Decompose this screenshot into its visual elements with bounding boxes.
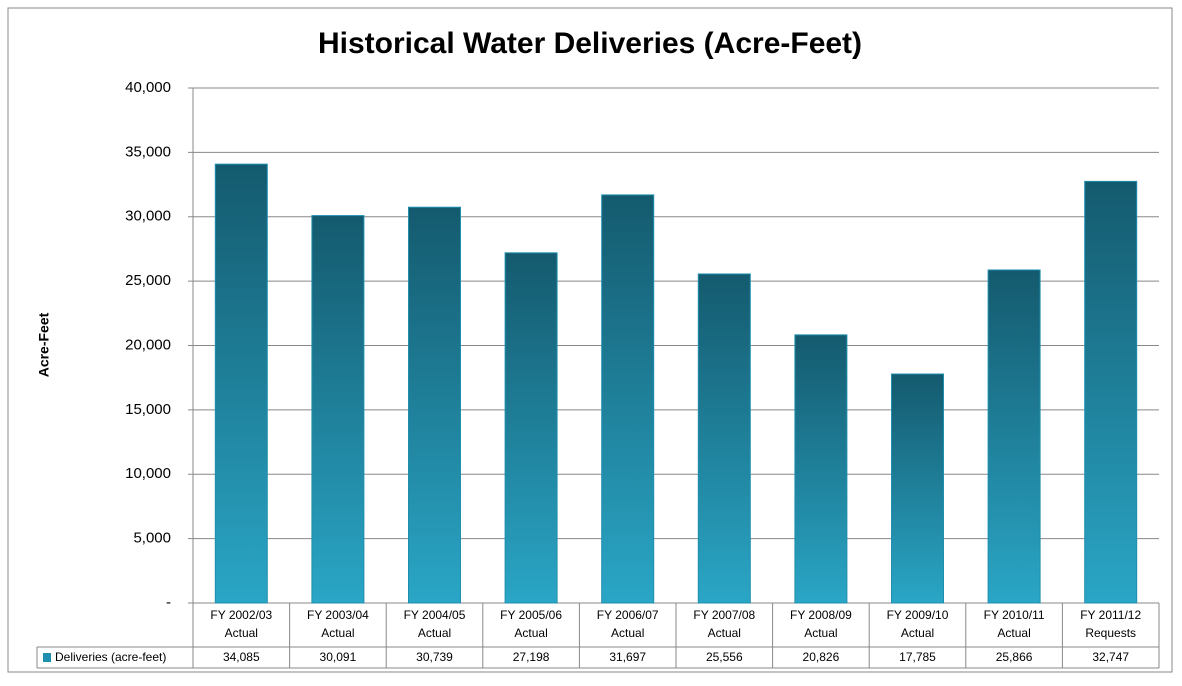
x-tick-label: FY 2010/11 bbox=[984, 608, 1045, 622]
y-tick-label: 25,000 bbox=[125, 272, 171, 289]
data-label: 30,739 bbox=[416, 650, 453, 664]
y-tick-label: 10,000 bbox=[125, 465, 171, 482]
x-tick-label: FY 2005/06 bbox=[500, 608, 562, 622]
data-label: 30,091 bbox=[320, 650, 357, 664]
data-label: 17,785 bbox=[899, 650, 936, 664]
y-tick-label: 30,000 bbox=[125, 208, 171, 225]
bar bbox=[987, 269, 1041, 604]
data-label: 25,556 bbox=[706, 650, 743, 664]
bar bbox=[697, 273, 751, 604]
x-tick-label: FY 2006/07 bbox=[597, 608, 659, 622]
x-tick-label: FY 2008/09 bbox=[790, 608, 852, 622]
x-tick-label: Actual bbox=[997, 626, 1030, 640]
y-tick-label: 40,000 bbox=[125, 79, 171, 96]
y-tick-label: 20,000 bbox=[125, 336, 171, 353]
x-tick-label: FY 2007/08 bbox=[693, 608, 755, 622]
x-tick-label: Actual bbox=[225, 626, 258, 640]
bar bbox=[601, 194, 655, 604]
x-tick-label: Actual bbox=[901, 626, 934, 640]
data-label: 31,697 bbox=[609, 650, 646, 664]
x-tick-label: FY 2002/03 bbox=[210, 608, 272, 622]
x-tick-label: FY 2004/05 bbox=[404, 608, 466, 622]
bar bbox=[504, 252, 558, 604]
x-tick-label: FY 2009/10 bbox=[887, 608, 949, 622]
bar bbox=[408, 206, 461, 604]
x-tick-label: Actual bbox=[514, 626, 547, 640]
legend-swatch bbox=[43, 653, 51, 662]
y-tick-label: - bbox=[166, 594, 171, 611]
bar bbox=[794, 334, 848, 604]
x-tick-label: Actual bbox=[611, 626, 644, 640]
x-tick-label: FY 2011/12 bbox=[1080, 608, 1141, 622]
y-tick-label: 35,000 bbox=[125, 143, 171, 160]
x-tick-label: Actual bbox=[804, 626, 837, 640]
bar bbox=[1084, 180, 1138, 604]
data-label: 20,826 bbox=[803, 650, 840, 664]
y-tick-label: 5,000 bbox=[133, 530, 171, 547]
bar bbox=[214, 163, 268, 604]
x-tick-label: Requests bbox=[1085, 626, 1136, 640]
x-tick-label: FY 2003/04 bbox=[307, 608, 369, 622]
y-tick-label: 15,000 bbox=[125, 401, 171, 418]
x-tick-label: Actual bbox=[418, 626, 451, 640]
x-tick-label: Actual bbox=[321, 626, 354, 640]
data-label: 34,085 bbox=[223, 650, 260, 664]
data-label: 27,198 bbox=[513, 650, 550, 664]
x-tick-label: Actual bbox=[708, 626, 741, 640]
data-label: 32,747 bbox=[1092, 650, 1129, 664]
y-axis-title: Acre-Feet bbox=[36, 312, 52, 377]
bar bbox=[891, 373, 944, 604]
bar bbox=[311, 215, 365, 604]
chart-title: Historical Water Deliveries (Acre-Feet) bbox=[318, 27, 862, 60]
legend-label: Deliveries (acre-feet) bbox=[55, 650, 166, 664]
data-label: 25,866 bbox=[996, 650, 1033, 664]
chart-border bbox=[7, 7, 1173, 673]
